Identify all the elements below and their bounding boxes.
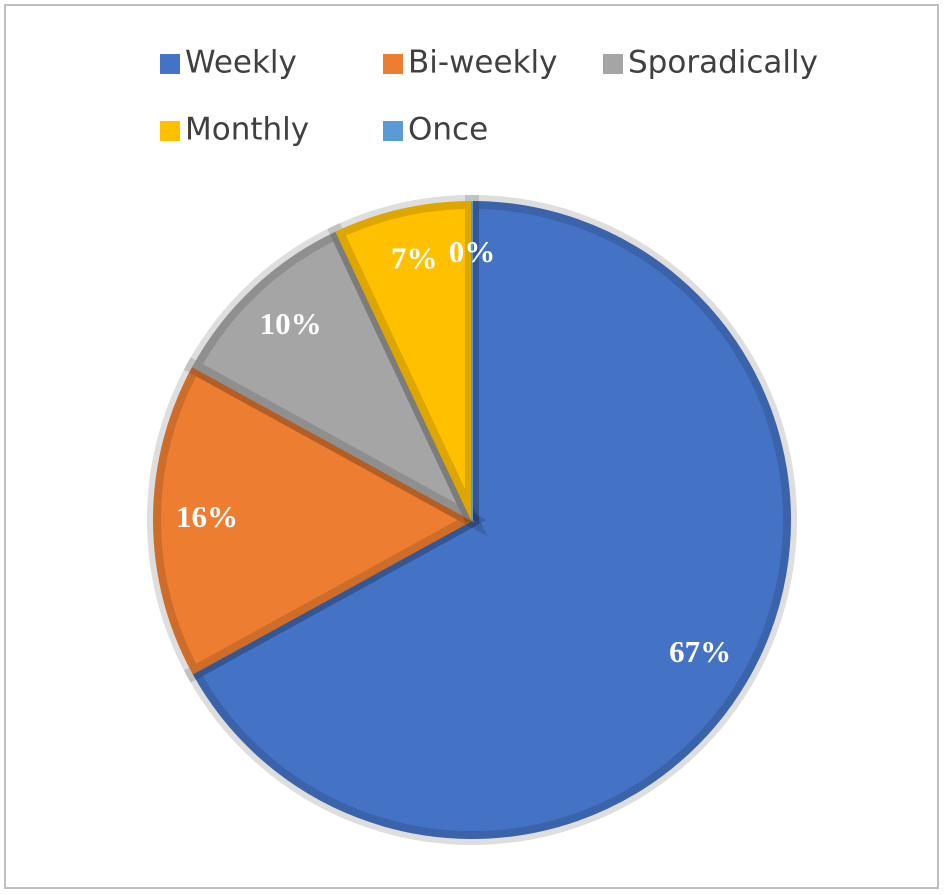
pie-slice [335,200,473,521]
slice-border [183,194,797,845]
legend-label: Weekly [185,45,297,81]
value-label: 67% [669,634,731,669]
legend-swatch [160,54,180,74]
value-label: 0% [449,234,496,269]
legend-label: Sporadically [628,45,818,81]
slice-border [147,357,487,683]
legend-label: Once [408,112,488,148]
pie-slice [152,365,475,675]
value-label: 7% [391,240,438,275]
legend-swatch [383,121,403,141]
value-label: 16% [176,499,238,534]
value-label: 10% [260,306,322,341]
legend-swatch [383,54,403,74]
slice-border [327,194,479,523]
slice-border [183,222,488,537]
legend-label: Bi-weekly [408,45,557,81]
legend-label: Monthly [185,112,309,148]
pie-slice [191,230,475,523]
legend-swatch [160,121,180,141]
pie-slice [191,200,791,839]
legend-swatch [603,54,623,74]
